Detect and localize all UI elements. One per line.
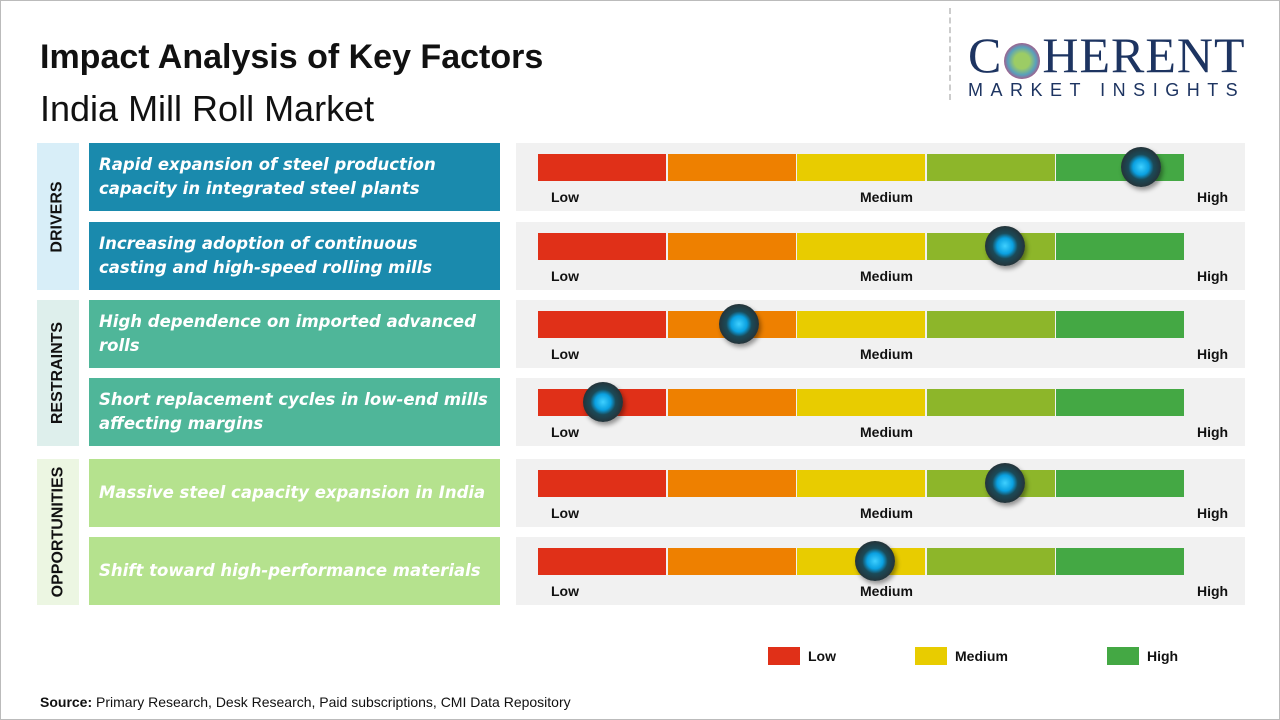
scale-label-low: Low: [551, 268, 579, 284]
bar-segment: [797, 389, 926, 416]
category-restraints: RESTRAINTS: [37, 300, 79, 446]
scale-label-high: High: [1197, 505, 1229, 521]
bar-segment: [1056, 233, 1185, 260]
scale-label-low: Low: [551, 424, 579, 440]
category-drivers: DRIVERS: [37, 143, 79, 290]
globe-icon: [1004, 42, 1041, 79]
bar-segment: [1056, 389, 1185, 416]
bar-segment: [797, 470, 926, 497]
factor-label: Rapid expansion of steel production capa…: [89, 143, 500, 211]
scale-label-low: Low: [551, 583, 579, 599]
factor-label: Shift toward high-performance materials: [89, 537, 500, 605]
impact-bar: Low Medium High: [516, 143, 1245, 211]
source-note: Source: Primary Research, Desk Research,…: [40, 694, 571, 710]
scale-label-medium: Medium: [860, 346, 913, 362]
bar-segment: [667, 154, 796, 181]
impact-bar: Low Medium High: [516, 537, 1245, 605]
impact-marker: [984, 463, 1025, 503]
impact-marker: [984, 226, 1025, 266]
impact-marker: [1120, 147, 1161, 187]
bar-segment: [926, 548, 1055, 575]
bar-segment: [797, 154, 926, 181]
factor-label: High dependence on imported advanced rol…: [89, 300, 500, 368]
bar-segment: [667, 548, 796, 575]
impact-bar: Low Medium High: [516, 300, 1245, 368]
impact-bar: Low Medium High: [516, 222, 1245, 290]
divider: [949, 8, 951, 100]
logo: C HERENT MARKET INSIGHTS: [968, 27, 1246, 100]
impact-bar: Low Medium High: [516, 459, 1245, 527]
scale-label-high: High: [1197, 189, 1229, 205]
bar-segment: [1056, 311, 1185, 338]
impact-marker: [718, 304, 759, 344]
bar-segment: [667, 389, 796, 416]
bar-segment: [538, 548, 667, 575]
scale-label-medium: Medium: [860, 268, 913, 284]
bar-segment: [538, 233, 667, 260]
bar-segment: [926, 389, 1055, 416]
bar-segment: [667, 233, 796, 260]
factor-label: Massive steel capacity expansion in Indi…: [89, 459, 500, 527]
impact-marker: [854, 541, 895, 581]
bar-segment: [667, 470, 796, 497]
category-label: OPPORTUNITIES: [49, 466, 66, 598]
bar-segment: [926, 311, 1055, 338]
bar-segment: [538, 154, 667, 181]
bar-segment: [1056, 470, 1185, 497]
factor-label: Short replacement cycles in low-end mill…: [89, 378, 500, 446]
page-subtitle: India Mill Roll Market: [40, 88, 375, 129]
scale-label-medium: Medium: [860, 424, 913, 440]
scale-label-high: High: [1197, 268, 1229, 284]
scale-label-low: Low: [551, 189, 579, 205]
scale-label-medium: Medium: [860, 505, 913, 521]
factor-label: Increasing adoption of continuous castin…: [89, 222, 500, 290]
bar-segment: [1056, 548, 1185, 575]
category-label: RESTRAINTS: [49, 321, 67, 425]
page-title: Impact Analysis of Key Factors: [40, 38, 544, 76]
legend-medium: Medium: [915, 647, 1008, 665]
legend-high: High: [1107, 647, 1178, 665]
bar-segment: [538, 311, 667, 338]
bar-segment: [797, 233, 926, 260]
impact-bar: Low Medium High: [516, 378, 1245, 446]
scale-label-high: High: [1197, 583, 1229, 599]
legend-low: Low: [768, 647, 836, 665]
category-label: DRIVERS: [49, 180, 66, 253]
bar-segment: [926, 154, 1055, 181]
category-opportunities: OPPORTUNITIES: [37, 459, 79, 605]
scale-label-low: Low: [551, 346, 579, 362]
scale-label-high: High: [1197, 346, 1229, 362]
bar-segment: [797, 311, 926, 338]
scale-label-medium: Medium: [860, 189, 913, 205]
bar-segment: [538, 470, 667, 497]
scale-label-high: High: [1197, 424, 1229, 440]
impact-marker: [582, 382, 623, 422]
bar-segment: [1056, 154, 1185, 181]
scale-label-low: Low: [551, 505, 579, 521]
scale-label-medium: Medium: [860, 583, 913, 599]
